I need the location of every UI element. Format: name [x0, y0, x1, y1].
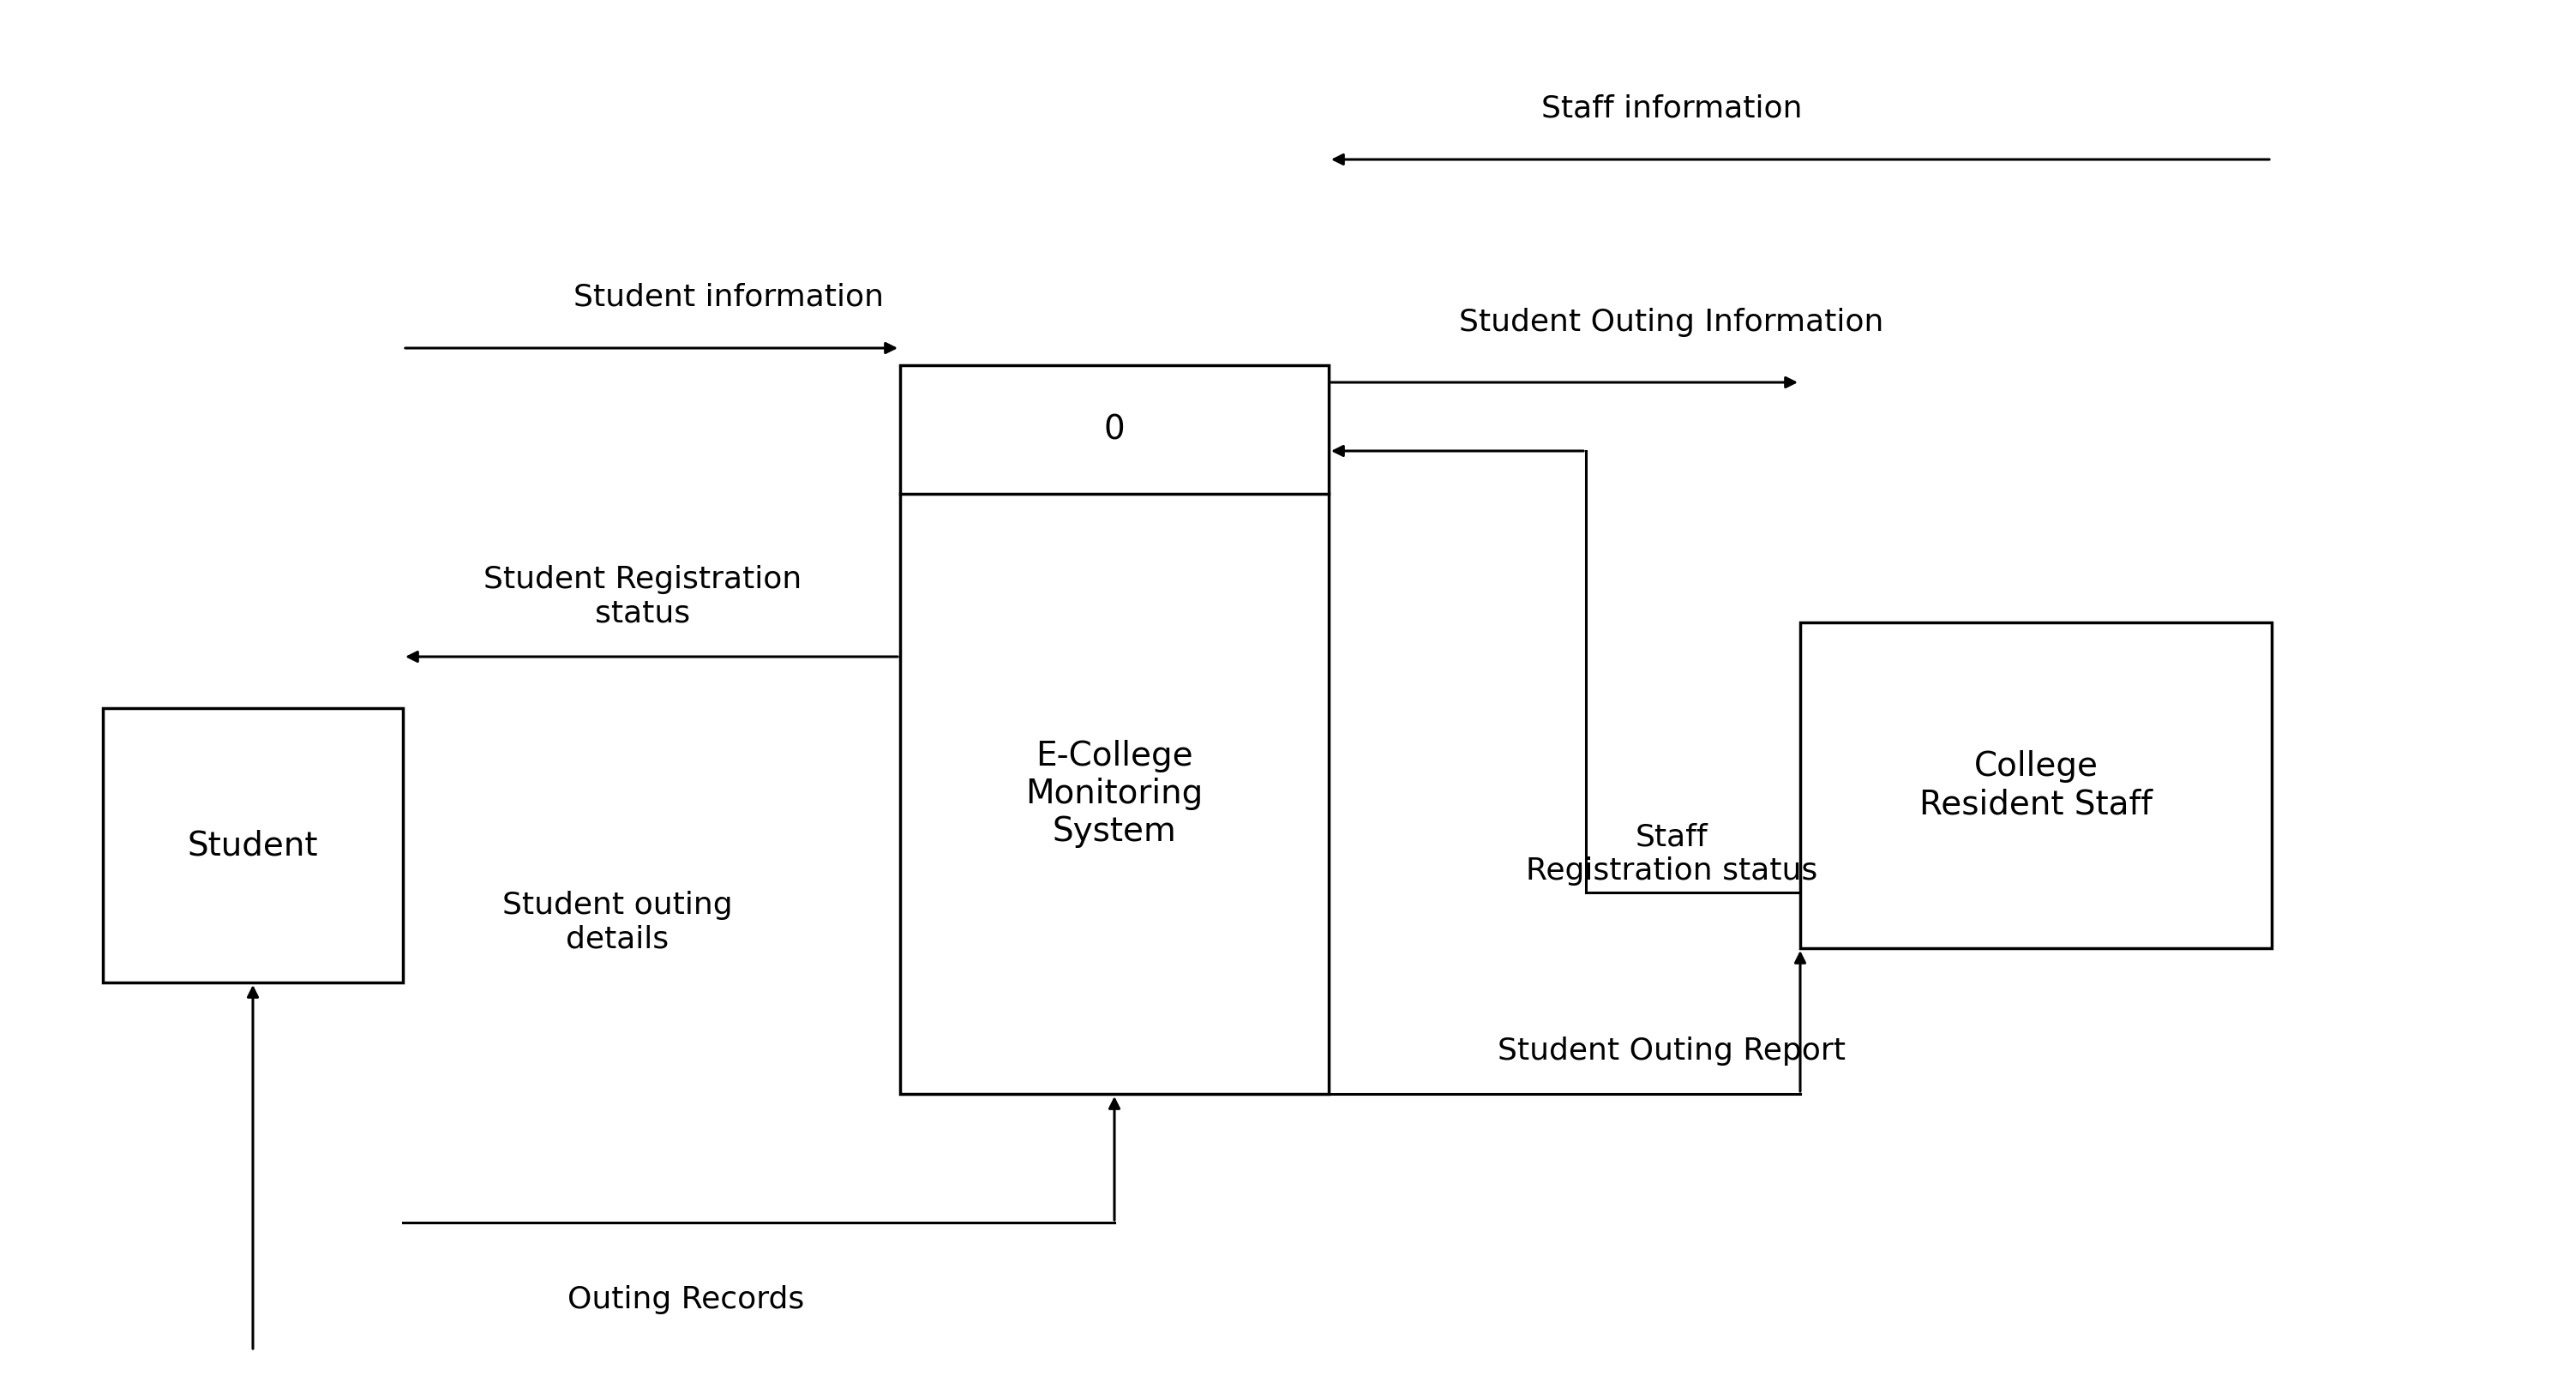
Text: E-College
Monitoring
System: E-College Monitoring System	[1025, 740, 1203, 848]
Text: Student: Student	[188, 829, 319, 861]
Bar	[899, 365, 1329, 1094]
Text: Staff
Registration status: Staff Registration status	[1525, 822, 1819, 885]
Text: Outing Records: Outing Records	[567, 1285, 804, 1315]
Text: Student Registration
status: Student Registration status	[484, 565, 801, 629]
Text: Staff information: Staff information	[1540, 93, 1803, 123]
Text: Student Outing Information: Student Outing Information	[1458, 308, 1883, 337]
Text: 0: 0	[1103, 413, 1126, 446]
Text: Student outing
details: Student outing details	[502, 891, 732, 953]
Text: College
Resident Staff: College Resident Staff	[1919, 750, 2154, 821]
Bar	[103, 708, 402, 983]
Text: Student Outing Report: Student Outing Report	[1497, 1037, 1844, 1065]
Text: Student information: Student information	[574, 282, 884, 311]
Bar	[1801, 622, 2272, 948]
